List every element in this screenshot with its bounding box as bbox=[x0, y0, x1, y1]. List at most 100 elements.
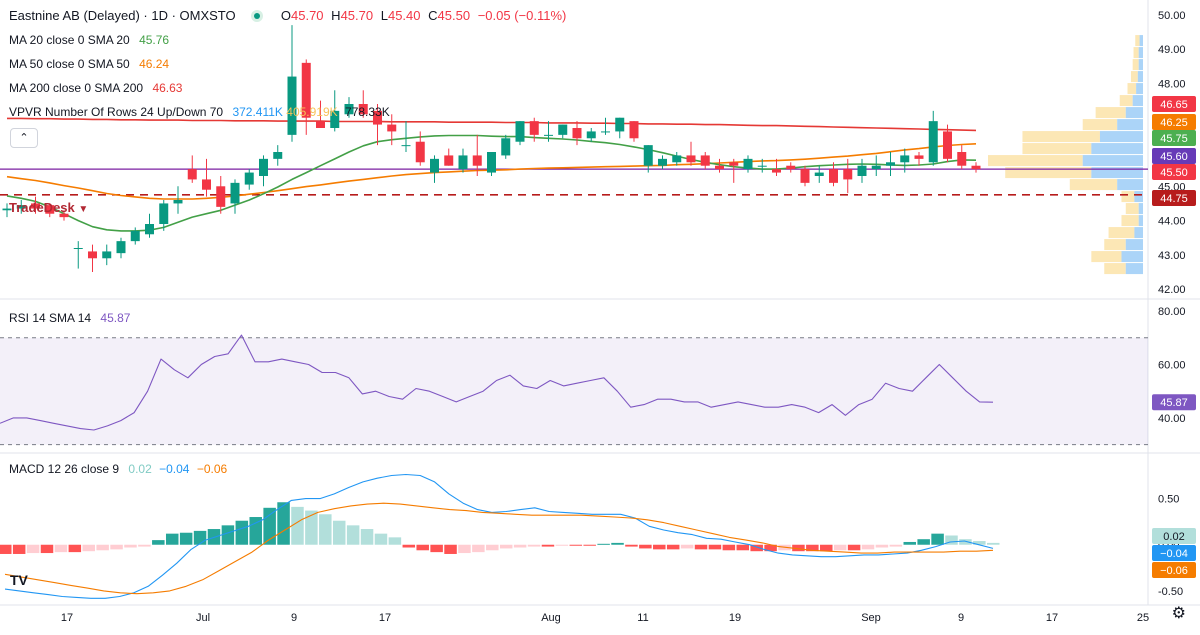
candle-body bbox=[772, 169, 781, 173]
vp-up-bar bbox=[1138, 203, 1143, 215]
candle-body bbox=[886, 162, 895, 166]
vpvr-total-value: 778.33K bbox=[345, 105, 390, 119]
rsi-legend[interactable]: RSI 14 SMA 14 45.87 bbox=[9, 311, 130, 325]
macd-hist-bar bbox=[917, 539, 930, 545]
price-tag-label: 45.75 bbox=[1160, 133, 1188, 145]
rsi-value: 45.87 bbox=[100, 311, 131, 325]
macd-hist-bar bbox=[583, 544, 596, 546]
macd-line bbox=[4, 473, 994, 599]
macd-hist-bar bbox=[973, 541, 986, 545]
price-tag-bg bbox=[1152, 190, 1196, 206]
x-tick-label: 25 bbox=[1137, 612, 1149, 624]
candle-body bbox=[800, 169, 810, 183]
candle-body bbox=[786, 165, 796, 170]
macd-hist-bar bbox=[360, 529, 374, 545]
ma50-label: MA 50 close 0 SMA 50 bbox=[9, 57, 130, 71]
vpvr-legend[interactable]: VPVR Number Of Rows 24 Up/Down 70 372.41… bbox=[9, 105, 390, 119]
candle-body bbox=[686, 155, 696, 163]
macd-hist-bar bbox=[625, 544, 638, 547]
close-label: C bbox=[428, 8, 438, 23]
tradedesk-label[interactable]: TradeDesk ▼ bbox=[9, 200, 88, 215]
tradedesk-text: TradeDesk bbox=[9, 200, 75, 215]
vp-up-bar bbox=[1091, 143, 1143, 155]
macd-hist-bar bbox=[68, 544, 82, 553]
macd-hist-bar bbox=[722, 544, 736, 551]
vp-down-bar bbox=[1069, 179, 1118, 191]
candle-body bbox=[316, 121, 325, 128]
macd-tag-bg bbox=[1152, 545, 1196, 561]
market-status-icon bbox=[251, 10, 264, 22]
symbol-title[interactable]: Eastnine AB (Delayed) · 1D · OMXSTO bbox=[9, 8, 236, 23]
candle-body bbox=[572, 128, 582, 139]
macd-tick-label: 0.50 bbox=[1158, 494, 1179, 506]
candle-body bbox=[287, 76, 297, 135]
vp-up-bar bbox=[1134, 227, 1143, 239]
x-tick-label: 17 bbox=[1046, 612, 1058, 624]
candle-body bbox=[230, 182, 240, 204]
price-tick-label: 43.00 bbox=[1158, 250, 1186, 262]
vp-up-bar bbox=[1138, 59, 1143, 71]
macd-legend[interactable]: MACD 12 26 close 9 0.02 −0.04 −0.06 bbox=[9, 462, 227, 476]
candle-body bbox=[330, 110, 340, 128]
macd-hist-bar bbox=[40, 544, 54, 554]
candle-body bbox=[173, 200, 183, 204]
vpvr-up-value: 372.411K bbox=[232, 105, 283, 119]
tradingview-logo[interactable]: TV bbox=[10, 572, 28, 588]
macd-hist-bar bbox=[527, 544, 541, 547]
candle-body bbox=[259, 158, 268, 176]
candle-body bbox=[430, 158, 439, 173]
macd-hist-bar bbox=[152, 540, 165, 545]
low-label: L bbox=[380, 8, 388, 23]
chevron-up-icon: ⌃ bbox=[19, 132, 29, 144]
gear-icon[interactable]: ⚙ bbox=[1171, 605, 1186, 622]
macd-hist-bar bbox=[750, 544, 763, 552]
candle-body bbox=[515, 121, 525, 142]
vp-down-bar bbox=[1005, 167, 1092, 179]
vp-up-bar bbox=[1125, 263, 1143, 275]
close-value: 45.50 bbox=[437, 8, 471, 23]
macd-hist-bar bbox=[820, 544, 833, 552]
low-value: 45.40 bbox=[387, 8, 421, 23]
vp-down-bar bbox=[1125, 203, 1139, 215]
macd-hist-bar bbox=[235, 520, 249, 545]
macd-signal-line bbox=[4, 502, 994, 595]
macd-hist-bar bbox=[179, 532, 193, 545]
macd-hist-bar bbox=[764, 544, 777, 552]
macd-hist-bar bbox=[653, 544, 666, 550]
macd-hist-bar bbox=[277, 502, 290, 545]
ma20-value: 45.76 bbox=[139, 33, 170, 47]
ma200-line bbox=[7, 117, 977, 132]
vp-down-bar bbox=[1119, 95, 1133, 107]
collapse-legend-button[interactable]: ⌃ bbox=[10, 128, 38, 148]
ma20-legend[interactable]: MA 20 close 0 SMA 20 45.76 bbox=[9, 33, 169, 47]
candle-body bbox=[145, 224, 154, 235]
price-tag-label: 46.25 bbox=[1160, 117, 1188, 129]
ma50-legend[interactable]: MA 50 close 0 SMA 50 46.24 bbox=[9, 57, 169, 71]
macd-hist-bar bbox=[611, 542, 624, 545]
macd-hist-bar bbox=[332, 520, 346, 545]
candle-body bbox=[814, 172, 824, 176]
candle-body bbox=[729, 162, 739, 166]
ma200-legend[interactable]: MA 200 close 0 SMA 200 46.63 bbox=[9, 81, 182, 95]
macd-hist-bar bbox=[903, 541, 917, 545]
candle-body bbox=[2, 208, 12, 211]
vp-down-bar bbox=[1104, 239, 1126, 251]
candle-body bbox=[216, 186, 226, 207]
macd-hist-bar bbox=[555, 544, 569, 546]
macd-tag-label: −0.04 bbox=[1160, 548, 1188, 560]
candle-body bbox=[715, 165, 724, 170]
rsi-label: RSI 14 SMA 14 bbox=[9, 311, 92, 325]
macd-hist-bar bbox=[444, 544, 457, 554]
high-value: 45.70 bbox=[340, 8, 374, 23]
x-tick-label: Sep bbox=[861, 612, 881, 624]
macd-hist-bar bbox=[792, 544, 805, 552]
macd-hist-bar bbox=[388, 537, 402, 545]
vp-down-bar bbox=[1022, 131, 1100, 143]
open-value: 45.70 bbox=[291, 8, 324, 23]
macd-hist-bar bbox=[736, 544, 750, 551]
macd-hist-bar bbox=[165, 533, 179, 545]
candle-body bbox=[558, 124, 568, 135]
vp-down-bar bbox=[1121, 191, 1135, 203]
rsi-tick-label: 60.00 bbox=[1158, 359, 1186, 371]
